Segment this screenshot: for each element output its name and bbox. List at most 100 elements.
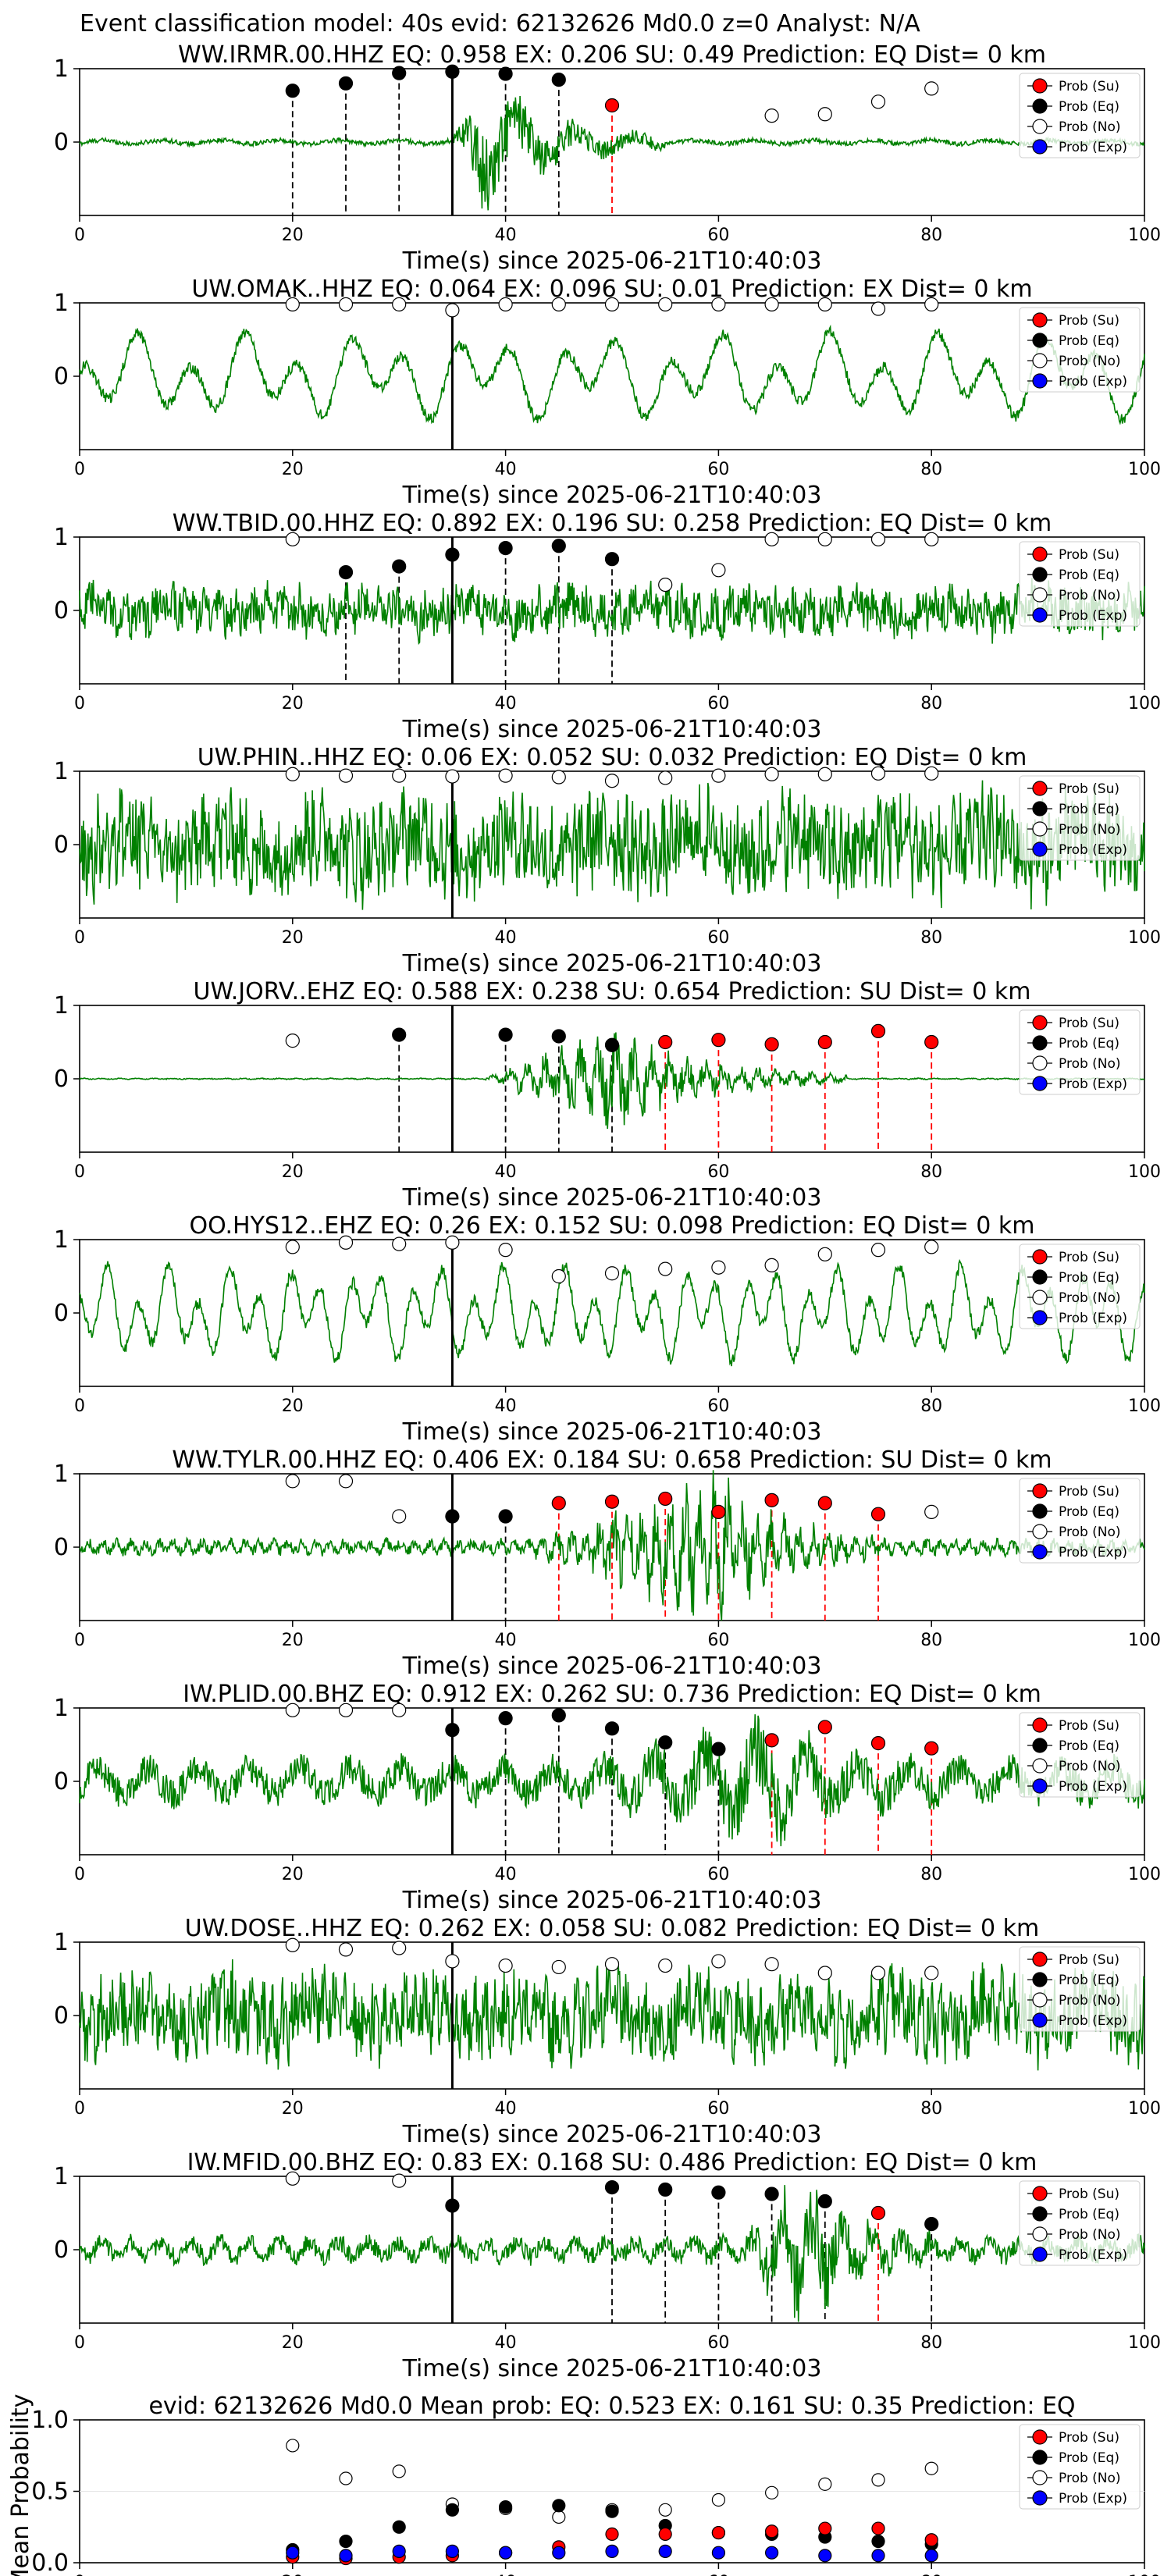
x-tick-label-100-10: 100 bbox=[1128, 2573, 1161, 2576]
window-marker-3-12 bbox=[924, 766, 939, 781]
x-tick-label-100-8: 100 bbox=[1128, 2099, 1161, 2119]
legend-marker-no-8 bbox=[1032, 1992, 1048, 2008]
window-marker-4-4 bbox=[604, 1037, 620, 1052]
window-marker-6-10 bbox=[817, 1496, 832, 1510]
x-tick-label-0-6: 0 bbox=[74, 1631, 85, 1650]
y-axis-label-10: Mean Probability bbox=[7, 2394, 34, 2576]
window-marker-7-6 bbox=[604, 1721, 620, 1736]
legend-label-exp-0: Prob (Exp) bbox=[1059, 140, 1127, 155]
x-tick-label-100-1: 100 bbox=[1128, 460, 1161, 479]
x-tick-label-80-7: 80 bbox=[920, 1865, 942, 1884]
waveform-trace-5 bbox=[79, 1258, 1145, 1367]
legend-marker-su-4 bbox=[1032, 1015, 1048, 1030]
legend-marker-eq-10 bbox=[1032, 2450, 1048, 2465]
window-marker-5-2 bbox=[392, 1236, 407, 1251]
legend-marker-su-7 bbox=[1032, 1717, 1048, 1733]
legend-label-exp-2: Prob (Exp) bbox=[1059, 608, 1127, 624]
window-marker-3-11 bbox=[870, 766, 886, 781]
mean-point-no-11 bbox=[871, 2473, 885, 2487]
waveform-trace-0 bbox=[79, 95, 1145, 211]
window-marker-0-1 bbox=[338, 76, 354, 91]
window-marker-5-10 bbox=[817, 1247, 832, 1261]
y-tick-label-0-9: 0 bbox=[54, 2236, 69, 2264]
y-tick-label-1-0: 1 bbox=[54, 55, 69, 83]
window-marker-5-3 bbox=[445, 1235, 460, 1250]
x-tick-label-40-0: 40 bbox=[495, 226, 517, 245]
panel-4: UW.JORV..EHZ EQ: 0.588 EX: 0.238 SU: 0.6… bbox=[54, 978, 1161, 1212]
mean-point-no-1 bbox=[339, 2471, 353, 2485]
mean-point-su-6 bbox=[605, 2527, 619, 2541]
panel-title-7: IW.PLID.00.BHZ EQ: 0.912 EX: 0.262 SU: 0… bbox=[183, 1681, 1041, 1708]
x-tick-label-100-0: 100 bbox=[1128, 226, 1161, 245]
window-marker-4-9 bbox=[870, 1023, 886, 1039]
x-tick-label-20-3: 20 bbox=[282, 928, 304, 948]
window-marker-2-8 bbox=[711, 563, 726, 578]
window-marker-2-11 bbox=[870, 532, 886, 546]
window-marker-1-7 bbox=[658, 297, 673, 311]
x-tick-label-80-8: 80 bbox=[920, 2099, 942, 2119]
legend-marker-eq-6 bbox=[1032, 1503, 1048, 1519]
figure-title: Event classification model: 40s evid: 62… bbox=[80, 10, 920, 37]
window-marker-1-12 bbox=[924, 297, 939, 311]
x-tick-label-80-4: 80 bbox=[920, 1162, 942, 1182]
x-tick-label-0-1: 0 bbox=[74, 460, 85, 479]
legend-marker-su-8 bbox=[1032, 1952, 1048, 1967]
mean-point-no-10 bbox=[818, 2477, 832, 2491]
x-tick-label-0-8: 0 bbox=[74, 2099, 85, 2119]
legend-label-eq-2: Prob (Eq) bbox=[1059, 568, 1119, 583]
legend-label-no-4: Prob (No) bbox=[1059, 1056, 1121, 1072]
mean-point-su-8 bbox=[711, 2525, 726, 2540]
window-marker-5-8 bbox=[711, 1260, 726, 1275]
legend-marker-no-5 bbox=[1032, 1290, 1048, 1305]
legend-marker-eq-3 bbox=[1032, 801, 1048, 817]
window-marker-4-8 bbox=[817, 1034, 832, 1050]
x-tick-label-60-6: 60 bbox=[707, 1631, 729, 1650]
legend-label-su-0: Prob (Su) bbox=[1059, 79, 1119, 94]
waveform-trace-2 bbox=[79, 578, 1145, 646]
legend-marker-exp-5 bbox=[1032, 1310, 1048, 1325]
panel-title-8: UW.DOSE..HHZ EQ: 0.262 EX: 0.058 SU: 0.0… bbox=[185, 1915, 1039, 1942]
panel-7: IW.PLID.00.BHZ EQ: 0.912 EX: 0.262 SU: 0… bbox=[54, 1681, 1161, 1914]
y-tick-label-0-5: 0 bbox=[54, 1300, 69, 1327]
y-tick-label-0-6: 0 bbox=[54, 1534, 69, 1561]
x-tick-label-0-2: 0 bbox=[74, 694, 85, 713]
legend-marker-no-9 bbox=[1032, 2226, 1048, 2242]
window-marker-5-6 bbox=[604, 1266, 620, 1281]
window-marker-7-1 bbox=[338, 1703, 354, 1717]
window-marker-2-6 bbox=[604, 552, 620, 567]
legend-marker-su-6 bbox=[1032, 1483, 1048, 1499]
legend-marker-no-10 bbox=[1032, 2470, 1048, 2485]
x-axis-label-1: Time(s) since 2025-06-21T10:40:03 bbox=[402, 482, 822, 509]
panel-title-4: UW.JORV..EHZ EQ: 0.588 EX: 0.238 SU: 0.6… bbox=[194, 978, 1031, 1005]
x-tick-label-80-5: 80 bbox=[920, 1397, 942, 1416]
mean-point-no-7 bbox=[658, 2503, 672, 2517]
panel-3: UW.PHIN..HHZ EQ: 0.06 EX: 0.052 SU: 0.03… bbox=[54, 744, 1161, 977]
x-tick-label-0-7: 0 bbox=[74, 1865, 85, 1884]
legend-label-eq-10: Prob (Eq) bbox=[1059, 2450, 1119, 2466]
panel-title-10: evid: 62132626 Md0.0 Mean prob: EQ: 0.52… bbox=[148, 2393, 1075, 2420]
x-tick-label-80-10: 80 bbox=[920, 2573, 942, 2576]
window-marker-7-2 bbox=[392, 1703, 407, 1717]
x-axis-label-9: Time(s) since 2025-06-21T10:40:03 bbox=[402, 2355, 822, 2382]
legend-label-su-7: Prob (Su) bbox=[1059, 1718, 1119, 1734]
legend-marker-su-9 bbox=[1032, 2186, 1048, 2201]
window-marker-7-3 bbox=[445, 1723, 460, 1738]
panel-title-6: WW.TYLR.00.HHZ EQ: 0.406 EX: 0.184 SU: 0… bbox=[172, 1446, 1052, 1474]
legend-label-su-10: Prob (Su) bbox=[1059, 2430, 1119, 2446]
window-marker-3-2 bbox=[392, 768, 407, 783]
legend-marker-eq-0 bbox=[1032, 98, 1048, 114]
x-tick-label-80-9: 80 bbox=[920, 2333, 942, 2353]
window-marker-8-3 bbox=[445, 1954, 460, 1969]
legend-label-exp-7: Prob (Exp) bbox=[1059, 1779, 1127, 1795]
window-marker-0-0 bbox=[285, 84, 300, 98]
mean-point-su-12 bbox=[924, 2533, 938, 2547]
window-marker-7-9 bbox=[764, 1733, 779, 1748]
window-marker-3-3 bbox=[445, 769, 460, 784]
legend-label-eq-1: Prob (Eq) bbox=[1059, 333, 1119, 349]
legend-marker-exp-9 bbox=[1032, 2247, 1048, 2262]
legend-label-no-8: Prob (No) bbox=[1059, 1993, 1121, 2008]
window-marker-0-8 bbox=[817, 107, 832, 122]
x-axis-label-4: Time(s) since 2025-06-21T10:40:03 bbox=[402, 1184, 822, 1212]
legend-marker-exp-10 bbox=[1032, 2490, 1048, 2506]
legend-label-no-1: Prob (No) bbox=[1059, 354, 1121, 369]
